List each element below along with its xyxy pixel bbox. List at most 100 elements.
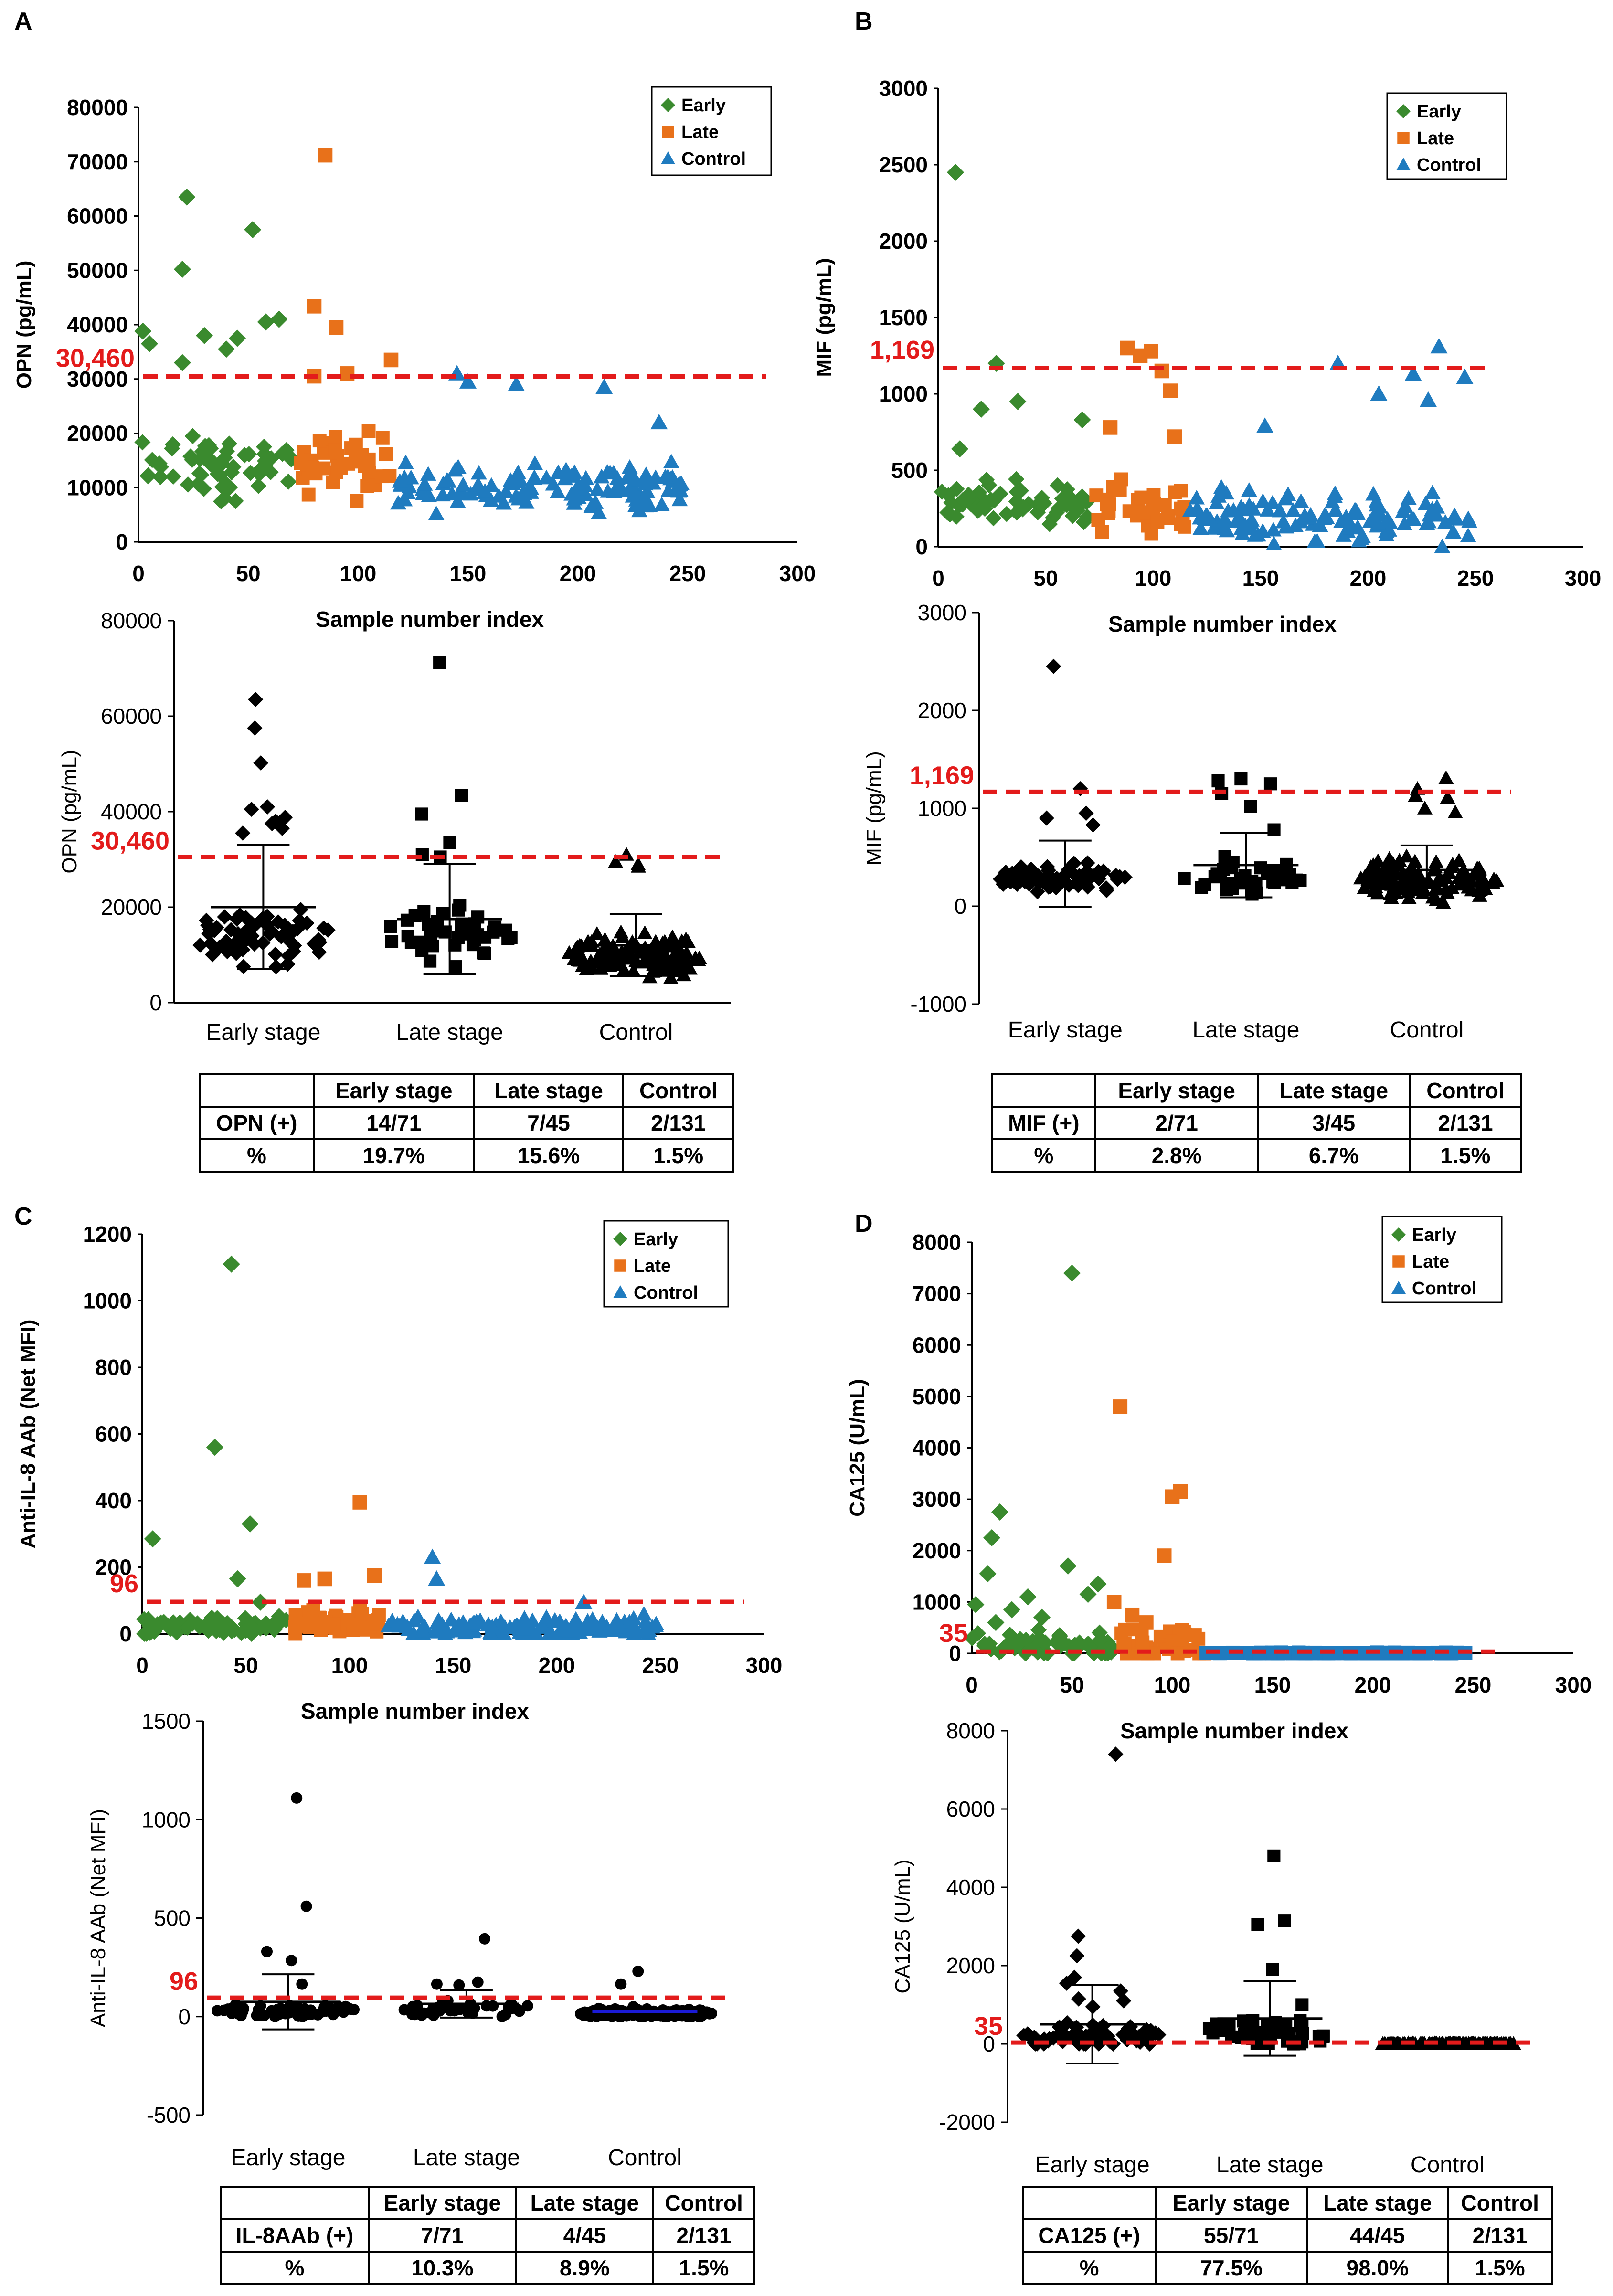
data-point	[237, 1622, 254, 1639]
y-axis-label: Anti-IL-8 AAb (Net MFI)	[86, 1809, 110, 2027]
y-tick-label: 0	[178, 2004, 191, 2029]
y-tick-label: 4000	[946, 1875, 995, 1900]
table-panel-c: Early stage Late stage Control IL-8AAb (+) 7…	[220, 2186, 755, 2285]
category-label: Early stage	[231, 2145, 345, 2170]
data-point	[566, 486, 583, 500]
y-tick-label: 8000	[913, 1230, 961, 1255]
data-point	[1293, 493, 1309, 508]
data-point	[1279, 2019, 1293, 2033]
data-point	[328, 443, 342, 457]
data-point	[345, 2003, 357, 2015]
data-point	[566, 464, 583, 479]
y-axis-label: Anti-IL-8 AAb (Net MFI)	[16, 1320, 40, 1549]
y-tick-label: 2500	[879, 152, 928, 177]
data-point	[1220, 879, 1233, 893]
table-cell: Late stage	[1306, 2186, 1449, 2220]
y-tick-label: 10000	[67, 475, 128, 500]
data-point	[401, 478, 418, 494]
table-cell: Control	[1408, 1073, 1523, 1108]
threshold-label: 1,169	[910, 761, 974, 790]
data-point	[964, 1630, 980, 1647]
data-point	[513, 2005, 525, 2017]
data-point	[178, 188, 196, 206]
data-point	[527, 455, 543, 470]
data-point	[1343, 519, 1360, 535]
x-tick-label: 100	[1154, 1672, 1191, 1697]
y-tick-label: 0	[915, 534, 928, 559]
data-point	[526, 470, 542, 485]
data-point	[1285, 502, 1302, 517]
data-point	[201, 926, 217, 942]
x-tick-label: 300	[1565, 566, 1602, 591]
data-point	[1054, 490, 1071, 507]
data-point	[1072, 493, 1089, 510]
data-point	[214, 478, 231, 495]
panel-letter-a: A	[14, 8, 32, 35]
data-point	[212, 939, 227, 955]
data-point	[203, 456, 220, 473]
data-point	[1397, 498, 1413, 513]
data-point	[1368, 493, 1385, 508]
data-point	[655, 2010, 667, 2022]
data-point	[1309, 533, 1326, 548]
table-cell: Control	[652, 2186, 755, 2220]
table-row: CA125 (+) 55/71 44/45 2/131	[1021, 2218, 1553, 2253]
data-point	[294, 456, 308, 470]
y-tick-label: 3000	[879, 76, 928, 101]
table-cell: Early stage	[367, 2186, 517, 2220]
data-point	[619, 941, 635, 955]
legend-marker	[613, 1232, 627, 1246]
data-point	[455, 485, 471, 500]
data-point	[998, 506, 1015, 522]
data-point	[1461, 513, 1478, 528]
data-point	[1168, 485, 1182, 499]
table-cell: %	[199, 1138, 315, 1173]
data-point	[350, 494, 364, 508]
y-tick-label: 500	[154, 1906, 191, 1931]
data-point	[236, 447, 253, 464]
data-point	[615, 929, 630, 943]
data-point	[1079, 1586, 1097, 1603]
data-point	[626, 1619, 642, 1634]
data-point	[660, 483, 677, 497]
data-point	[692, 2010, 704, 2022]
data-point	[1254, 861, 1267, 875]
data-point	[428, 1570, 446, 1586]
data-point	[550, 464, 567, 479]
table-cell: 4/45	[515, 2218, 655, 2253]
data-point	[495, 495, 512, 510]
data-point	[1302, 507, 1319, 522]
data-point	[611, 1619, 627, 1634]
data-point	[1489, 873, 1505, 888]
y-tick-label: 80000	[101, 608, 162, 633]
data-point	[992, 486, 1008, 502]
legend-label: Control	[1417, 155, 1481, 175]
data-point	[452, 903, 465, 917]
data-point	[1247, 527, 1263, 542]
x-tick-label: 250	[1455, 1672, 1492, 1697]
data-point	[261, 1946, 273, 1957]
table-cell: Early stage	[312, 1073, 475, 1108]
data-point	[1095, 525, 1109, 539]
data-point	[140, 467, 157, 484]
data-point	[609, 481, 626, 496]
data-point	[1031, 874, 1047, 890]
data-point	[558, 1618, 574, 1632]
y-tick-label: 1200	[83, 1222, 132, 1247]
x-tick-label: 200	[560, 561, 596, 586]
y-tick-label: 70000	[67, 149, 128, 174]
data-point	[229, 911, 245, 927]
legend-marker	[1391, 1281, 1406, 1294]
data-point	[1188, 1628, 1202, 1642]
data-point	[1379, 511, 1396, 526]
data-point	[605, 948, 621, 962]
threshold-label: 96	[110, 1569, 138, 1598]
table-cell: 1.5%	[652, 2251, 755, 2285]
table-cell: %	[991, 1138, 1096, 1173]
data-point	[637, 489, 654, 504]
data-point	[1434, 873, 1450, 887]
data-point	[1475, 872, 1491, 886]
table-cell: 14/71	[312, 1106, 475, 1140]
data-point	[1377, 874, 1393, 889]
data-point	[1046, 658, 1061, 674]
